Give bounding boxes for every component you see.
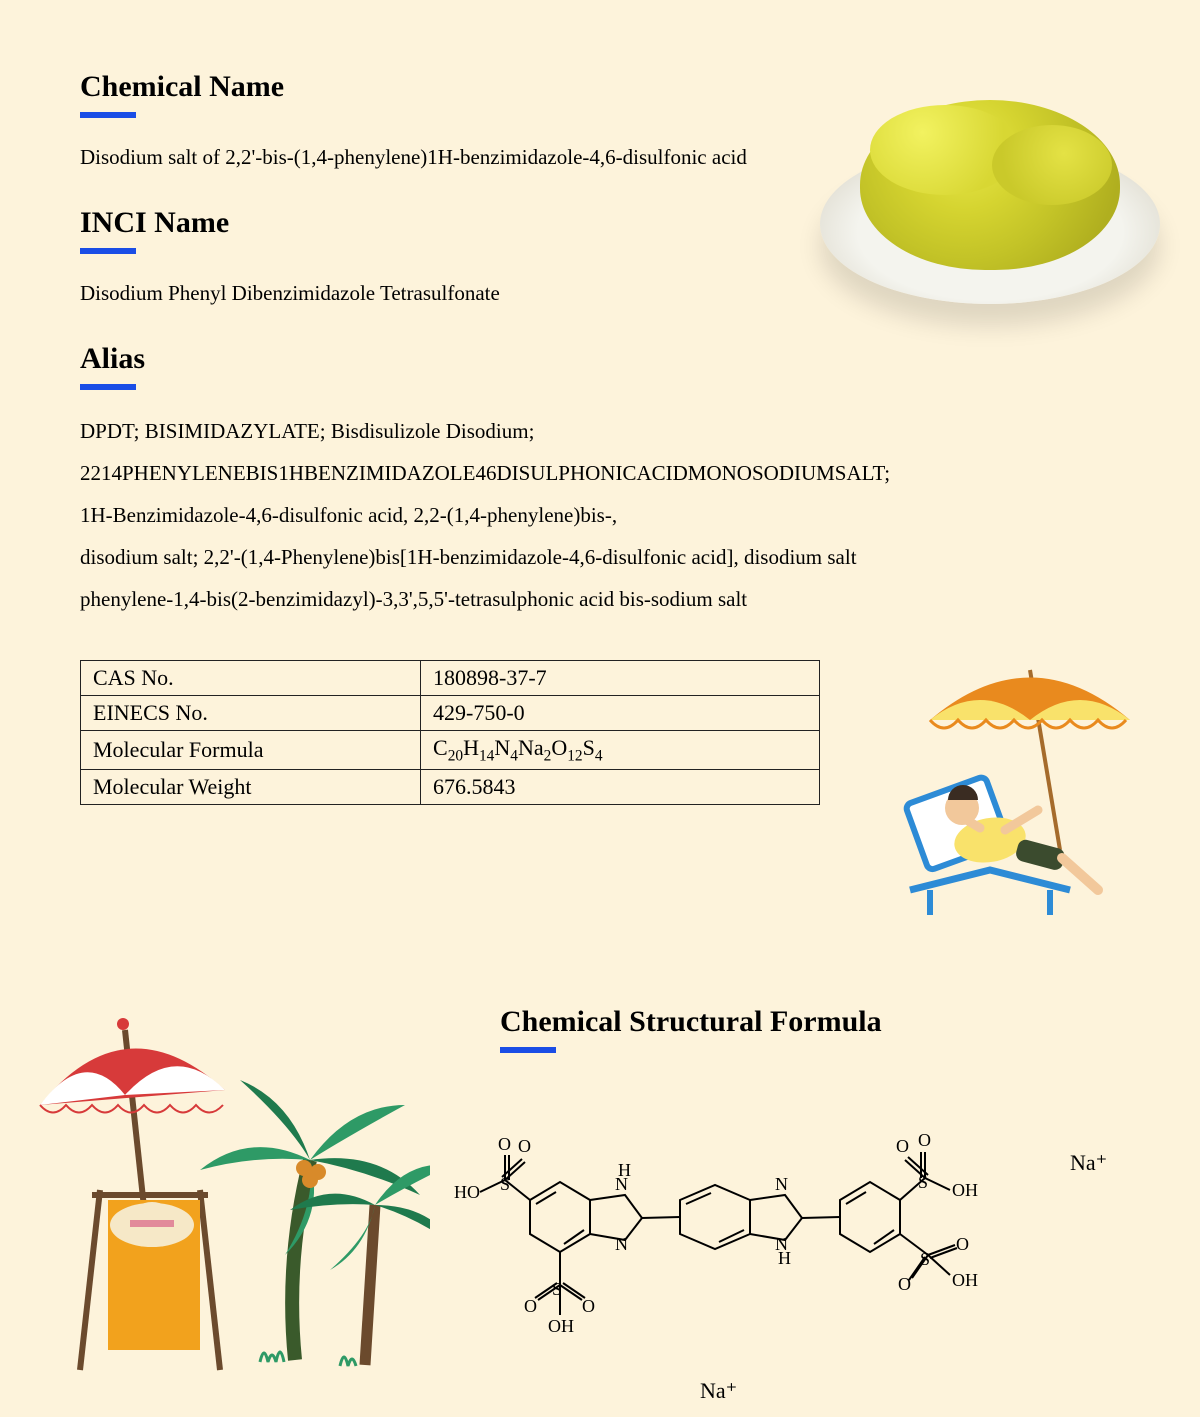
label-OH: OH	[548, 1316, 574, 1336]
prop-value: 180898-37-7	[421, 660, 820, 695]
label-S: S	[918, 1172, 928, 1192]
label-O: O	[524, 1296, 537, 1316]
table-row: Molecular Formula C20H14N4Na2O12S4	[81, 730, 820, 769]
label-S: S	[500, 1174, 510, 1194]
table-row: Molecular Weight 676.5843	[81, 770, 820, 805]
label-H: H	[618, 1160, 631, 1180]
chemical-structure-diagram: HO O O S N N H N N H S O O OH S O O OH S…	[420, 1100, 1140, 1400]
alias-line: 2214PHENYLENEBIS1HBENZIMIDAZOLE46DISULPH…	[80, 452, 1120, 494]
label-O: O	[956, 1234, 969, 1254]
table-row: EINECS No. 429-750-0	[81, 695, 820, 730]
heading-alias: Alias	[80, 342, 1120, 376]
underline	[500, 1047, 556, 1053]
label-O: O	[498, 1134, 511, 1154]
label-S: S	[920, 1249, 930, 1269]
label-O: O	[582, 1296, 595, 1316]
table-row: CAS No. 180898-37-7	[81, 660, 820, 695]
underline	[80, 112, 136, 118]
label-O: O	[898, 1274, 911, 1294]
label-OH: OH	[952, 1180, 978, 1200]
label-O: O	[896, 1136, 909, 1156]
label-S: S	[552, 1279, 562, 1299]
prop-label: CAS No.	[81, 660, 421, 695]
alias-line: phenylene-1,4-bis(2-benzimidazyl)-3,3',5…	[80, 578, 1120, 620]
label-na-plus: Na⁺	[700, 1378, 737, 1404]
prop-value: 429-750-0	[421, 695, 820, 730]
label-N: N	[615, 1234, 628, 1254]
label-O: O	[518, 1136, 531, 1156]
label-H: H	[778, 1248, 791, 1268]
prop-label: Molecular Weight	[81, 770, 421, 805]
prop-value: C20H14N4Na2O12S4	[421, 730, 820, 769]
underline	[80, 384, 136, 390]
alias-line: DPDT; BISIMIDAZYLATE; Bisdisulizole Diso…	[80, 410, 1120, 452]
underline	[80, 248, 136, 254]
label-O: O	[918, 1130, 931, 1150]
prop-value: 676.5843	[421, 770, 820, 805]
prop-label: Molecular Formula	[81, 730, 421, 769]
label-HO: HO	[454, 1182, 480, 1202]
beach-lounger-illustration	[870, 660, 1160, 920]
alias-line: 1H-Benzimidazole-4,6-disulfonic acid, 2,…	[80, 494, 1120, 536]
heading-structural-formula: Chemical Structural Formula	[500, 1005, 882, 1039]
label-N: N	[775, 1174, 788, 1194]
alias-block: DPDT; BISIMIDAZYLATE; Bisdisulizole Diso…	[80, 410, 1120, 620]
product-powder-image	[800, 62, 1180, 342]
label-na-plus: Na⁺	[1070, 1150, 1107, 1176]
alias-line: disodium salt; 2,2'-(1,4-Phenylene)bis[1…	[80, 536, 1120, 578]
properties-table: CAS No. 180898-37-7 EINECS No. 429-750-0…	[80, 660, 820, 805]
prop-label: EINECS No.	[81, 695, 421, 730]
beach-scene-illustration	[30, 1010, 430, 1380]
label-OH: OH	[952, 1270, 978, 1290]
